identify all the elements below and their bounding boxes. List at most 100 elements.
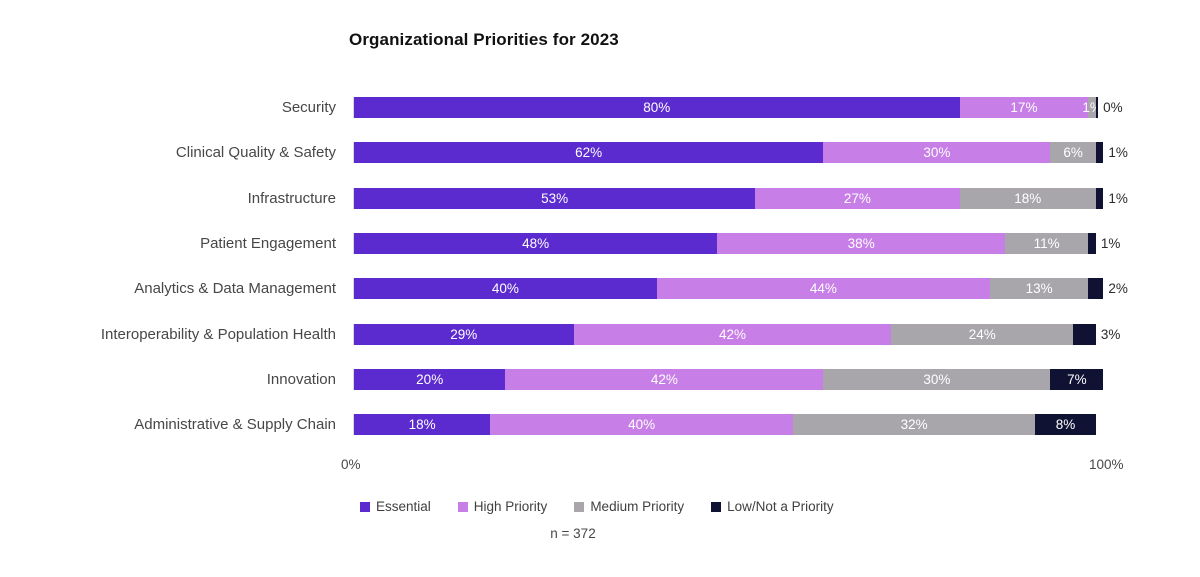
category-label: Security xyxy=(281,99,336,117)
outside-value-label: 1% xyxy=(1108,145,1128,161)
bar-segment-medium: 24% xyxy=(891,323,1074,345)
bar-row: Security 80% 17% 1% 0% xyxy=(0,85,1200,130)
bar-segment-essential: 29% xyxy=(354,323,574,345)
bar-segment-medium: 32% xyxy=(793,414,1036,436)
legend-swatch-medium xyxy=(574,501,585,512)
bar-segment-medium: 6% xyxy=(1050,142,1096,164)
bar-track: 20% 42% 30% 7% xyxy=(353,368,1111,390)
bar-value-label: 40% xyxy=(628,417,656,433)
bar-value-label: 13% xyxy=(1025,281,1053,297)
bar-row: Clinical Quality & Safety 62% 30% 6% 1% xyxy=(0,130,1200,175)
bar-segment-high: 40% xyxy=(490,414,794,436)
bar-row: Interoperability & Population Health 29% 4… xyxy=(0,311,1200,356)
bar-value-label: 17% xyxy=(1010,100,1038,116)
bar-track: 80% 17% 1% 0% xyxy=(353,97,1123,119)
chart-title: Organizational Priorities for 2023 xyxy=(349,30,619,49)
bar-segment-essential: 62% xyxy=(354,142,824,164)
bar-value-label: 18% xyxy=(1014,190,1042,206)
bar-value-label: 30% xyxy=(923,371,951,387)
bar-value-label: 11% xyxy=(1033,236,1060,252)
outside-value-label: 1% xyxy=(1108,190,1128,206)
bar-rows-container: Security 80% 17% 1% 0% Clinical Quality & Saf… xyxy=(0,85,1200,447)
bar-track: 48% 38% 11% 1% xyxy=(353,233,1120,255)
bar-value-label: 30% xyxy=(923,145,951,161)
bar-segment-low xyxy=(1095,187,1104,209)
bar-segment-high: 38% xyxy=(717,233,1006,255)
bar-value-label: 1% xyxy=(1082,100,1102,116)
legend-item: High Priority xyxy=(457,499,548,514)
bar-segment-high: 30% xyxy=(823,142,1051,164)
outside-value-label: 1% xyxy=(1100,236,1121,252)
bar-value-label: 80% xyxy=(643,100,671,116)
legend-swatch-high xyxy=(457,501,468,512)
bar-value-label: 20% xyxy=(416,371,444,387)
sample-size-note: n = 372 xyxy=(550,526,596,541)
legend: Essential High Priority Medium Priority Low… xyxy=(360,499,834,514)
bar-value-label: 18% xyxy=(408,417,436,433)
category-label: Infrastructure xyxy=(247,189,336,207)
bar-segment-medium: 30% xyxy=(823,368,1051,390)
category-label: Patient Engagement xyxy=(200,235,336,253)
bar-segment-essential: 18% xyxy=(354,414,491,436)
legend-label: Essential xyxy=(376,499,431,514)
bar-row: Patient Engagement 48% 38% 11% 1% xyxy=(0,221,1200,266)
bar-value-label: 44% xyxy=(809,281,837,297)
bar-value-label: 7% xyxy=(1067,371,1087,387)
bar-track: 62% 30% 6% 1% xyxy=(353,142,1128,164)
bar-value-label: 62% xyxy=(575,145,603,161)
x-axis-label-min: 0% xyxy=(341,457,361,472)
bar-value-label: 42% xyxy=(650,371,678,387)
bar-value-label: 6% xyxy=(1063,145,1083,161)
bar-segment-high: 27% xyxy=(755,187,960,209)
bar-segment-high: 42% xyxy=(573,323,892,345)
bar-value-label: 27% xyxy=(843,190,871,206)
legend-item: Low/Not a Priority xyxy=(711,499,834,514)
bar-segment-high: 17% xyxy=(959,97,1089,119)
bar-segment-essential: 80% xyxy=(354,97,960,119)
bar-segment-high: 42% xyxy=(505,368,824,390)
outside-value-label: 0% xyxy=(1103,100,1123,116)
bar-value-label: 38% xyxy=(847,236,875,252)
legend-swatch-essential xyxy=(360,501,370,512)
legend-swatch-low xyxy=(711,501,722,512)
category-label: Administrative & Supply Chain xyxy=(134,416,336,434)
category-label: Innovation xyxy=(266,370,336,388)
bar-segment-low xyxy=(1095,97,1099,119)
bar-track: 40% 44% 13% 2% xyxy=(353,278,1128,300)
bar-row: Infrastructure 53% 27% 18% 1% xyxy=(0,176,1200,221)
bar-segment-medium: 18% xyxy=(959,187,1096,209)
bar-row: Administrative & Supply Chain 18% 40% 32% 8% xyxy=(0,402,1200,447)
bar-segment-low xyxy=(1088,233,1096,255)
category-label: Interoperability & Population Health xyxy=(100,325,336,343)
bar-segment-essential: 20% xyxy=(354,368,506,390)
bar-value-label: 42% xyxy=(718,326,746,342)
bar-segment-essential: 40% xyxy=(354,278,657,300)
legend-label: Medium Priority xyxy=(590,499,685,514)
bar-value-label: 53% xyxy=(541,190,569,206)
bar-segment-medium: 13% xyxy=(989,278,1089,300)
legend-label: Low/Not a Priority xyxy=(727,499,834,514)
bar-segment-medium: 11% xyxy=(1005,233,1089,255)
outside-value-label: 3% xyxy=(1100,326,1121,342)
bar-value-label: 29% xyxy=(450,326,478,342)
legend-item: Essential xyxy=(360,499,431,514)
bar-value-label: 32% xyxy=(900,417,928,433)
bar-segment-essential: 53% xyxy=(354,187,756,209)
bar-segment-low: 8% xyxy=(1035,414,1096,436)
bar-track: 53% 27% 18% 1% xyxy=(353,187,1128,209)
bar-value-label: 40% xyxy=(491,281,519,297)
bar-segment-low xyxy=(1095,142,1104,164)
category-label: Clinical Quality & Safety xyxy=(175,144,336,162)
x-axis-label-max: 100% xyxy=(1089,457,1124,472)
bar-row: Innovation 20% 42% 30% 7% xyxy=(0,357,1200,402)
bar-segment-high: 44% xyxy=(656,278,990,300)
category-label: Analytics & Data Management xyxy=(134,280,336,298)
bar-row: Analytics & Data Management 40% 44% 13% 2% xyxy=(0,266,1200,311)
bar-segment-low xyxy=(1073,323,1096,345)
bar-track: 18% 40% 32% 8% xyxy=(353,414,1111,436)
legend-label: High Priority xyxy=(473,499,548,514)
bar-segment-low: 7% xyxy=(1050,368,1104,390)
bar-track: 29% 42% 24% 3% xyxy=(353,323,1120,345)
bar-value-label: 8% xyxy=(1055,417,1076,433)
